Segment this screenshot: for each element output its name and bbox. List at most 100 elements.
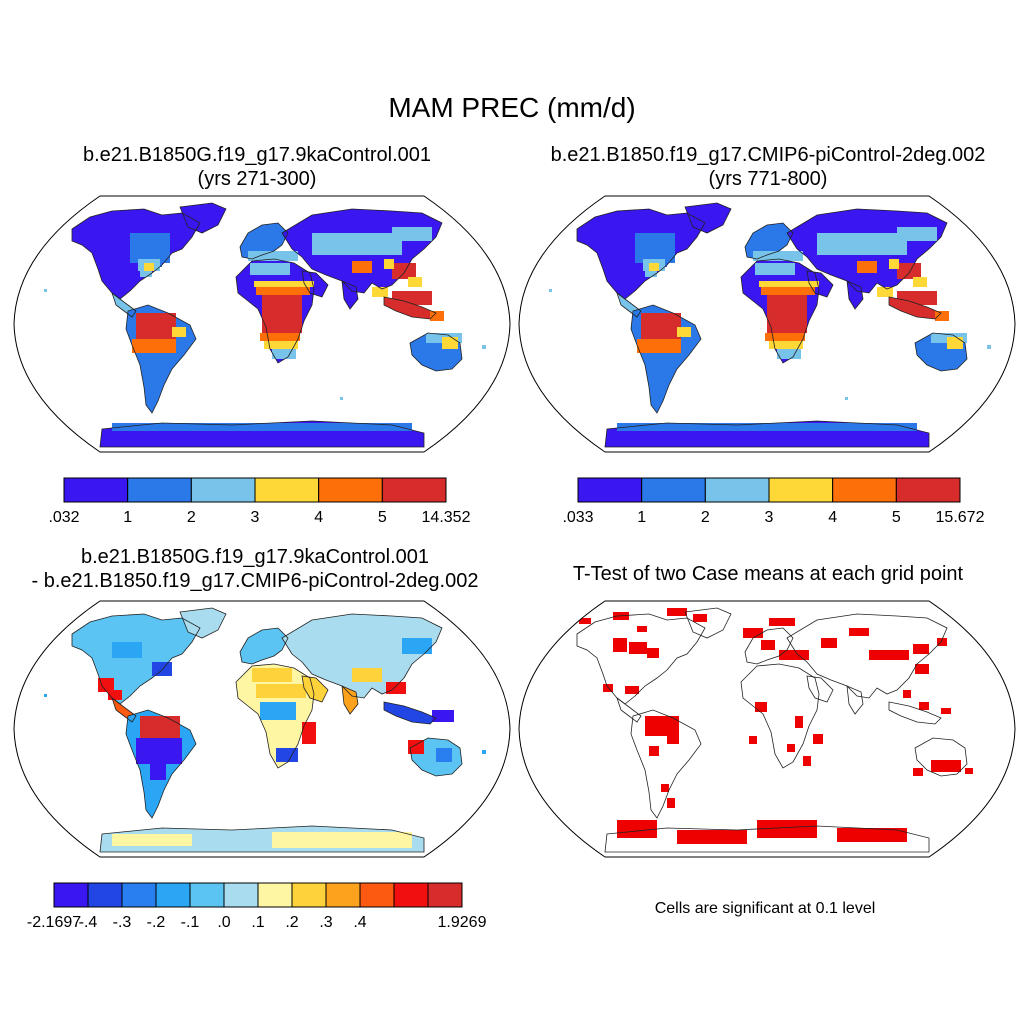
significant-cell <box>693 614 707 622</box>
precip-cell <box>645 267 657 277</box>
precip-cell <box>769 341 803 349</box>
diff-cell <box>408 740 424 754</box>
coastline-antarctica <box>99 420 425 448</box>
coastline-arabia <box>301 270 329 298</box>
coastline-australia <box>914 332 968 372</box>
significant-cell <box>813 734 823 744</box>
precip-cell <box>897 291 937 305</box>
map-ttest <box>518 600 1016 858</box>
precip-cell <box>144 263 154 271</box>
colorbar-label: 1.9269 <box>438 914 487 931</box>
colorbar-swatch <box>189 882 225 908</box>
coastline-greenland <box>179 202 227 234</box>
significant-cell <box>667 736 679 744</box>
precip-cell <box>889 259 899 269</box>
land-greenland <box>180 608 226 638</box>
colorbar-label: -.1 <box>181 914 200 931</box>
significant-cell <box>645 716 679 736</box>
colorbar-label: 5 <box>378 509 387 526</box>
colorbar-case2: .033 1 2 3 4 5 15.672 <box>562 477 985 526</box>
coastline-europe <box>744 627 794 665</box>
significant-cell <box>647 648 659 658</box>
colorbar-swatch <box>223 882 259 908</box>
coastline-india <box>341 685 359 715</box>
precip-cell <box>767 293 807 333</box>
diff-cell <box>112 642 142 658</box>
panel-title-difference-line2: - b.e21.B1850.f19_g17.CMIP6-piControl-2d… <box>31 570 479 592</box>
significant-cell <box>869 650 909 660</box>
colorbar-swatch <box>427 882 463 908</box>
coastline-australia <box>409 737 463 777</box>
diff-cell <box>112 834 192 846</box>
precip-cell <box>392 227 432 241</box>
colorbar-label: .3 <box>319 914 332 931</box>
precip-cell <box>913 277 927 287</box>
precip-cell <box>482 345 486 349</box>
coastline-antarctica <box>604 825 930 853</box>
precip-cell <box>372 287 388 297</box>
colorbar-label: 4 <box>314 509 323 526</box>
precip-cell <box>987 345 991 349</box>
significant-cell <box>667 798 675 808</box>
coastline-australia <box>409 332 463 372</box>
coastline-africa <box>740 258 820 364</box>
land-asia <box>282 614 442 698</box>
precip-cell <box>877 287 893 297</box>
significant-cell <box>965 768 973 774</box>
significant-cell <box>803 756 811 766</box>
precip-cell <box>312 233 402 255</box>
significant-cell <box>913 644 929 654</box>
precip-cell <box>264 341 298 349</box>
precip-cell <box>641 313 681 341</box>
map-frame <box>13 600 511 858</box>
coastline-india <box>846 280 864 310</box>
colorbar-label: 3 <box>765 509 774 526</box>
colorbar-label: -.3 <box>113 914 132 931</box>
colorbar-label: 1 <box>123 509 132 526</box>
coastline-northAmerica <box>576 613 706 705</box>
panel-title-case1: b.e21.B1850G.f19_g17.9kaControl.001 (yrs… <box>12 143 502 191</box>
precip-cell <box>755 263 795 275</box>
precip-cell <box>384 259 394 269</box>
significant-cell <box>743 628 763 638</box>
significant-cell <box>941 708 951 714</box>
coastline-southAmerica <box>125 709 197 819</box>
diff-cell <box>152 662 172 676</box>
colorbar-swatch <box>87 882 123 908</box>
colorbar-swatch <box>393 882 429 908</box>
diff-cell <box>256 684 306 698</box>
coastline-europe <box>744 222 794 260</box>
panel-title-case1-line2: (yrs 271-300) <box>197 168 317 190</box>
precip-cell <box>765 333 805 341</box>
significance-note: Cells are significant at 0.1 level <box>654 900 876 917</box>
diff-cell <box>44 694 47 697</box>
map-frame <box>13 195 511 453</box>
colorbar-swatch <box>127 477 192 503</box>
colorbar-swatch <box>257 882 293 908</box>
precip-cell <box>649 263 659 271</box>
coastline-greenland <box>684 607 732 639</box>
colorbar-swatch <box>895 477 961 503</box>
precip-cell <box>272 349 296 359</box>
significant-cell <box>603 684 613 692</box>
diff-cell <box>432 710 454 722</box>
significant-cell <box>849 628 869 636</box>
precip-cell <box>677 327 691 337</box>
coastline-europe <box>239 222 289 260</box>
diff-cell <box>140 716 180 738</box>
colorbar-label: 5 <box>892 509 901 526</box>
precip-cell <box>897 263 921 279</box>
coastline-greenland <box>179 607 227 639</box>
diff-cell <box>352 668 382 682</box>
precip-cell <box>430 311 444 321</box>
land-seAsiaIslands <box>384 702 436 724</box>
precip-cell <box>248 251 298 261</box>
colorbar-swatch <box>832 477 897 503</box>
diff-cell <box>150 760 166 780</box>
precip-cell <box>408 277 422 287</box>
significant-cell <box>903 690 911 698</box>
panel-title-difference: b.e21.B1850G.f19_g17.9kaControl.001 - b.… <box>0 545 520 593</box>
land-europe <box>240 223 288 259</box>
precip-cell <box>897 227 937 241</box>
map-difference <box>13 600 511 858</box>
